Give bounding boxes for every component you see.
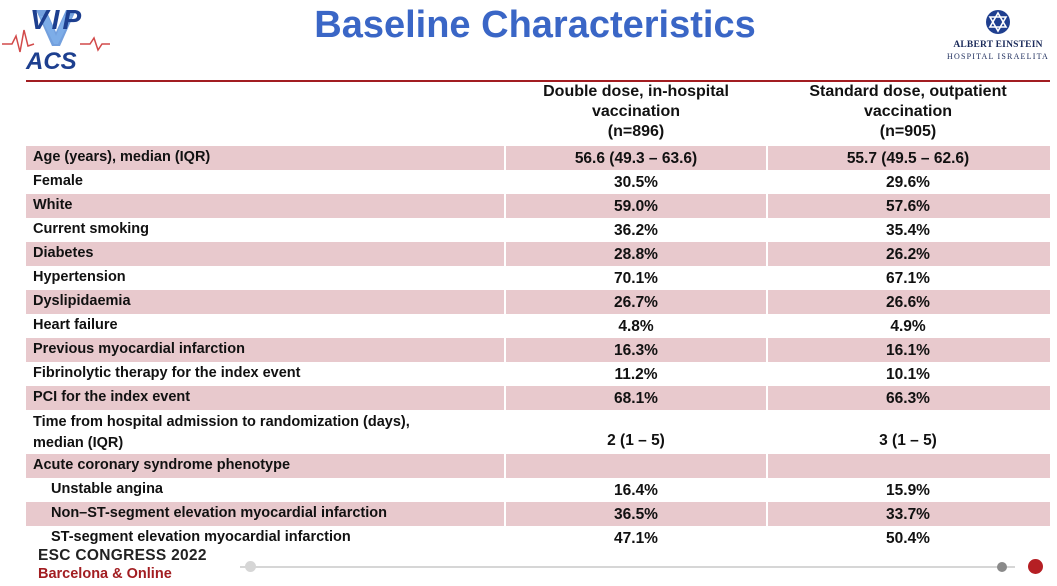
progress-start-dot (245, 561, 256, 572)
table-row: Unstable angina 16.4% 15.9% (26, 478, 1050, 502)
cell-standard-dose: 55.7 (49.5 – 62.6) (846, 150, 970, 167)
cell-standard-dose: 3 (1 – 5) (879, 432, 937, 449)
table-row: PCI for the index event 68.1% 66.3% (26, 386, 1050, 410)
title-divider (26, 80, 1050, 82)
column-header-line: vaccination (591, 103, 681, 120)
cell-standard-dose: 57.6% (886, 198, 930, 215)
footer-branding: ESC CONGRESS 2022 Barcelona & Online (38, 547, 207, 583)
cell-double-dose: 47.1% (614, 530, 658, 547)
cell-double-dose: 16.4% (614, 482, 658, 499)
star-of-david-icon (986, 10, 1010, 34)
table-row: Acute coronary syndrome phenotype (26, 454, 1050, 478)
row-label-line: Time from hospital admission to randomiz… (33, 414, 410, 430)
logo-text-bottom: ACS (26, 48, 77, 75)
progress-marker-dot (997, 562, 1007, 572)
table-row: Age (years), median (IQR) 56.6 (49.3 – 6… (26, 146, 1050, 170)
table-row: ST-segment elevation myocardial infarcti… (26, 526, 1050, 550)
cell-double-dose: 56.6 (49.3 – 63.6) (574, 150, 698, 167)
page-title: Baseline Characteristics (314, 4, 756, 46)
cell-double-dose: 16.3% (614, 342, 658, 359)
cell-standard-dose: 10.1% (886, 366, 930, 383)
slide-progress-track (240, 566, 1015, 568)
table-row: White 59.0% 57.6% (26, 194, 1050, 218)
row-label: Diabetes (33, 245, 94, 261)
cell-double-dose: 4.8% (618, 318, 654, 335)
cell-standard-dose: 26.6% (886, 294, 930, 311)
vip-acs-logo: VIP ACS (0, 0, 112, 80)
cell-double-dose: 28.8% (614, 246, 658, 263)
table-row: Hypertension 70.1% 67.1% (26, 266, 1050, 290)
albert-einstein-logo: ALBERT EINSTEIN HOSPITAL ISRAELITA (942, 8, 1054, 64)
cell-double-dose: 36.5% (614, 506, 658, 523)
row-label: Acute coronary syndrome phenotype (33, 457, 291, 473)
cell-standard-dose: 26.2% (886, 246, 930, 263)
row-label: Non–ST-segment elevation myocardial infa… (51, 505, 387, 521)
logo-name-line2: HOSPITAL ISRAELITA (946, 52, 1050, 61)
table-row: Heart failure 4.8% 4.9% (26, 314, 1050, 338)
cell-double-dose: 36.2% (614, 222, 658, 239)
table-row: Female 30.5% 29.6% (26, 170, 1050, 194)
column-header-standard-dose: Standard dose, outpatient vaccination (n… (778, 82, 1038, 142)
congress-name: ESC CONGRESS 2022 (38, 547, 207, 564)
table-row: Fibrinolytic therapy for the index event… (26, 362, 1050, 386)
cell-standard-dose: 33.7% (886, 506, 930, 523)
cell-standard-dose: 4.9% (890, 318, 926, 335)
cell-standard-dose: 66.3% (886, 390, 930, 407)
cell-standard-dose: 35.4% (886, 222, 930, 239)
table-row: Dyslipidaemia 26.7% 26.6% (26, 290, 1050, 314)
cell-double-dose: 68.1% (614, 390, 658, 407)
table-row: Time from hospital admission to randomiz… (26, 410, 1050, 454)
row-label: ST-segment elevation myocardial infarcti… (51, 529, 351, 545)
row-label: Time from hospital admission to randomiz… (33, 412, 410, 454)
cell-double-dose: 70.1% (614, 270, 658, 287)
cell-standard-dose: 67.1% (886, 270, 930, 287)
row-label: Age (years), median (IQR) (33, 149, 211, 165)
column-header-line: (n=905) (879, 123, 937, 140)
progress-end-dot (1028, 559, 1043, 574)
row-label-line: median (IQR) (33, 435, 124, 451)
logo-name-line1: ALBERT EINSTEIN (953, 40, 1043, 50)
row-label: Hypertension (33, 269, 126, 285)
column-header-line: Standard dose, outpatient (809, 83, 1007, 100)
row-label: Female (33, 173, 83, 189)
logo-text-top: VIP (30, 4, 85, 35)
baseline-table: Age (years), median (IQR) 56.6 (49.3 – 6… (26, 146, 1050, 550)
column-header-double-dose: Double dose, in-hospital vaccination (n=… (506, 82, 766, 142)
row-label: Dyslipidaemia (33, 293, 131, 309)
row-label: White (33, 197, 73, 213)
cell-double-dose: 2 (1 – 5) (607, 432, 665, 449)
cell-double-dose: 30.5% (614, 174, 658, 191)
table-row: Current smoking 36.2% 35.4% (26, 218, 1050, 242)
vip-acs-logo-graphic (2, 10, 110, 53)
table-row: Non–ST-segment elevation myocardial infa… (26, 502, 1050, 526)
table-row: Previous myocardial infarction 16.3% 16.… (26, 338, 1050, 362)
cell-double-dose: 59.0% (614, 198, 658, 215)
column-header-line: vaccination (863, 103, 953, 120)
cell-double-dose: 11.2% (614, 366, 658, 383)
column-header-line: (n=896) (607, 123, 665, 140)
row-label: Previous myocardial infarction (33, 341, 245, 357)
cell-standard-dose: 16.1% (886, 342, 930, 359)
table-row: Diabetes 28.8% 26.2% (26, 242, 1050, 266)
cell-standard-dose: 50.4% (886, 530, 930, 547)
row-label: PCI for the index event (33, 389, 191, 405)
congress-location: Barcelona & Online (38, 566, 172, 582)
row-label: Fibrinolytic therapy for the index event (33, 365, 301, 381)
column-header-line: Double dose, in-hospital (543, 83, 729, 100)
cell-double-dose: 26.7% (614, 294, 658, 311)
row-label: Heart failure (33, 317, 118, 333)
cell-standard-dose: 15.9% (886, 482, 930, 499)
cell-standard-dose: 29.6% (886, 174, 930, 191)
row-label: Unstable angina (51, 481, 163, 497)
row-label: Current smoking (33, 221, 150, 237)
